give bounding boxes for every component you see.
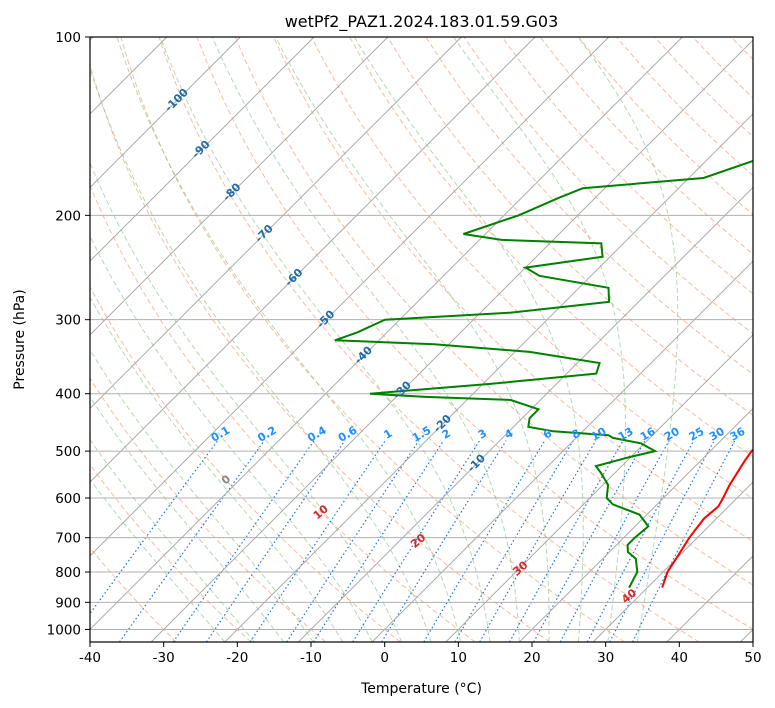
dry-adiabat-line <box>311 37 753 500</box>
moist-adiabat-line <box>211 37 520 642</box>
x-tick-label: 40 <box>671 650 688 666</box>
mixing-ratio-line <box>632 440 736 642</box>
mixing-ratio-line <box>559 440 670 642</box>
dry-adiabat-line <box>272 37 753 543</box>
mixing-ratio-line <box>509 440 624 642</box>
mixing-ratio-line <box>352 440 481 642</box>
axis-ticks: -40 -30 -20 -10 0 10 20 30 40 50 1000 900 800 700 600 5… <box>47 30 762 666</box>
dry-adiabat-line <box>387 37 753 416</box>
y-tick-label: 800 <box>55 565 81 581</box>
mixing-ratio-line <box>286 440 420 642</box>
x-tick-label: -30 <box>153 650 175 666</box>
mixing-ratio-line <box>249 440 386 642</box>
mixing-ratio-line <box>454 440 574 642</box>
mixing-ratio-lines <box>90 440 736 642</box>
isotherm-line <box>371 260 753 642</box>
plot-frame <box>89 36 754 643</box>
dry-adiabat-line <box>90 547 177 642</box>
dry-adiabat-line <box>349 37 753 458</box>
y-tick-label: 300 <box>55 313 81 329</box>
x-tick-label: 50 <box>744 650 761 666</box>
dry-adiabat-line <box>90 184 476 642</box>
mixing-ratio-line <box>119 440 265 642</box>
chart-title: wetPf2_PAZ1.2024.183.01.59.G03 <box>285 12 559 32</box>
isotherm-line <box>90 37 683 631</box>
sounding-series <box>334 159 753 589</box>
y-tick-label: 900 <box>55 595 81 611</box>
moist-adiabat-line <box>90 161 403 642</box>
sounding-series-line <box>661 448 753 588</box>
dry-adiabat-line <box>158 37 700 642</box>
x-tick-label: 30 <box>597 650 614 666</box>
x-tick-label: -10 <box>300 650 322 666</box>
moist-adiabat-line <box>90 349 314 642</box>
y-tick-label: 500 <box>55 444 81 460</box>
dry-adiabats <box>90 37 753 642</box>
x-tick-label: -40 <box>79 650 101 666</box>
y-tick-label: 1000 <box>47 622 81 638</box>
moist-adiabat-line <box>90 296 344 642</box>
isotherm-line <box>224 113 753 642</box>
moist-adiabat-line <box>90 438 255 642</box>
moist-adiabat-line <box>90 67 432 642</box>
y-tick-label: 100 <box>55 30 81 46</box>
isotherm-line <box>298 186 753 642</box>
sounding-series-line <box>334 159 753 589</box>
isotherm-line <box>592 481 753 642</box>
isotherm-line <box>90 37 241 189</box>
mixing-ratio-line <box>312 440 445 642</box>
y-tick-label: 700 <box>55 531 81 547</box>
mixing-ratio-line <box>423 440 546 642</box>
dry-adiabat-line <box>196 37 753 630</box>
dry-adiabat-line <box>234 37 753 586</box>
isotherm-line <box>90 37 462 410</box>
moist-adiabat-line <box>275 37 550 642</box>
moist-adiabat-line <box>116 37 461 642</box>
dry-adiabat-line <box>501 37 753 295</box>
x-tick-label: 20 <box>523 650 540 666</box>
isotherm-line <box>150 39 753 642</box>
grid-lines <box>90 37 753 642</box>
mixing-ratio-line <box>533 440 646 642</box>
moist-adiabat-line <box>577 37 679 642</box>
mixing-ratio-line <box>172 440 315 642</box>
dry-adiabat-line <box>120 37 625 642</box>
moist-adiabat-line <box>90 235 373 642</box>
isotherm-line <box>90 37 315 262</box>
moist-adiabat-line <box>453 37 626 642</box>
dry-adiabat-line <box>90 62 551 642</box>
moist-adiabat-line <box>90 478 226 642</box>
isotherm-line <box>445 334 753 642</box>
y-axis-label: Pressure (hPa) <box>12 289 28 389</box>
x-tick-label: -20 <box>226 650 248 666</box>
moist-adiabat-line <box>353 37 584 642</box>
isotherm-line <box>90 37 536 483</box>
moist-adiabats <box>90 37 679 642</box>
x-axis-label: Temperature (°C) <box>360 681 482 697</box>
isotherm-line <box>90 37 389 336</box>
dry-adiabat-line <box>425 37 753 375</box>
dry-adiabat-line <box>90 377 327 642</box>
moist-adiabat-line <box>159 37 491 642</box>
mixing-ratio-line <box>479 440 597 642</box>
y-tick-label: 600 <box>55 491 81 507</box>
x-tick-label: 0 <box>380 650 389 666</box>
dry-adiabat-line <box>90 463 252 642</box>
x-tick-label: 10 <box>450 650 467 666</box>
y-tick-label: 400 <box>55 387 81 403</box>
isotherm-line <box>90 37 610 557</box>
moist-adiabat-line <box>90 395 285 642</box>
mixing-ratio-line <box>90 440 219 615</box>
y-tick-label: 200 <box>55 208 81 224</box>
isotherm-line <box>519 407 753 642</box>
